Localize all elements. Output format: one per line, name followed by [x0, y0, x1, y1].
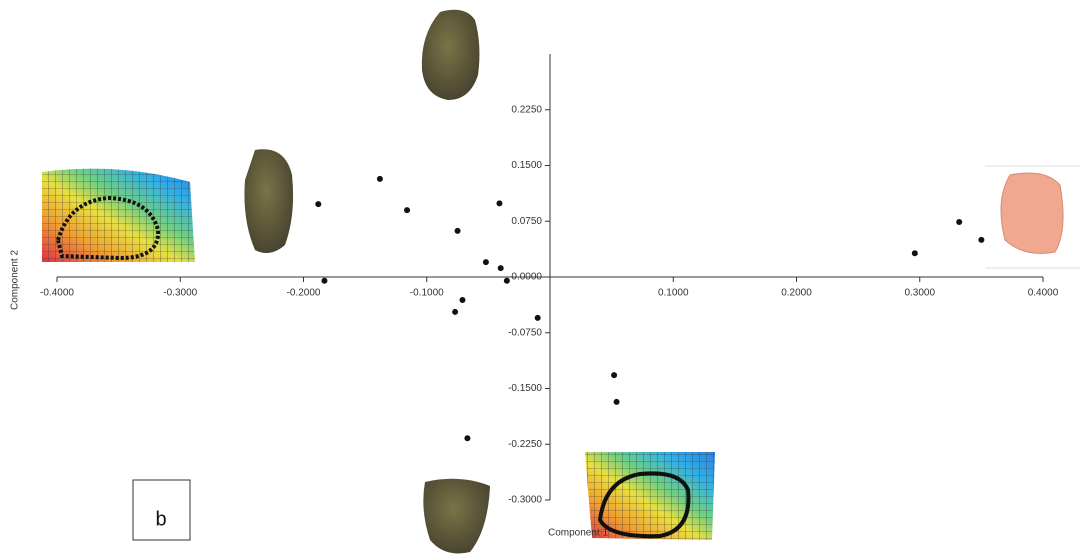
x-tick-label: -0.2000	[287, 288, 321, 299]
y-tick-label: 0.0750	[511, 216, 542, 227]
x-tick-label: -0.3000	[163, 288, 197, 299]
y-tick-label: 0.1500	[511, 160, 542, 171]
bottom-grid-image	[585, 452, 715, 540]
point	[482, 259, 489, 266]
point	[464, 435, 471, 442]
rock-bottom	[423, 478, 490, 554]
point	[503, 277, 510, 284]
point	[911, 250, 918, 257]
point	[452, 308, 459, 315]
point	[534, 314, 541, 321]
x-tick-label: 0.4000	[1028, 288, 1059, 299]
pink-rock-image	[985, 165, 1080, 269]
rock-top	[421, 9, 480, 100]
point	[611, 372, 618, 379]
y-tick-label: 0.0000	[511, 272, 542, 283]
point	[497, 265, 504, 272]
point	[454, 227, 461, 234]
x-tick-label: 0.2000	[781, 288, 812, 299]
point	[321, 277, 328, 284]
panel-label: b	[155, 508, 166, 530]
point	[613, 398, 620, 405]
point	[459, 297, 466, 304]
point	[315, 201, 322, 208]
point	[496, 200, 503, 207]
rock-left	[244, 149, 294, 254]
y-tick-label: -0.1500	[508, 383, 542, 394]
y-tick-label: 0.2250	[511, 104, 542, 115]
x-tick-label: 0.1000	[658, 288, 689, 299]
x-tick-label: -0.4000	[40, 288, 74, 299]
y-tick-label: -0.2250	[508, 439, 542, 450]
x-tick-label: 0.3000	[904, 288, 935, 299]
point	[404, 207, 411, 214]
y-tick-label: -0.0750	[508, 327, 542, 338]
point	[978, 236, 985, 243]
panel-label-box	[132, 479, 191, 541]
y-axis-title: Component 2	[10, 250, 21, 310]
point	[376, 175, 383, 182]
y-tick-label: -0.3000	[508, 495, 542, 506]
x-tick-label: -0.1000	[410, 288, 444, 299]
x-axis-title: Component 1	[548, 528, 608, 539]
left-grid-image	[42, 168, 195, 262]
point	[956, 218, 963, 225]
